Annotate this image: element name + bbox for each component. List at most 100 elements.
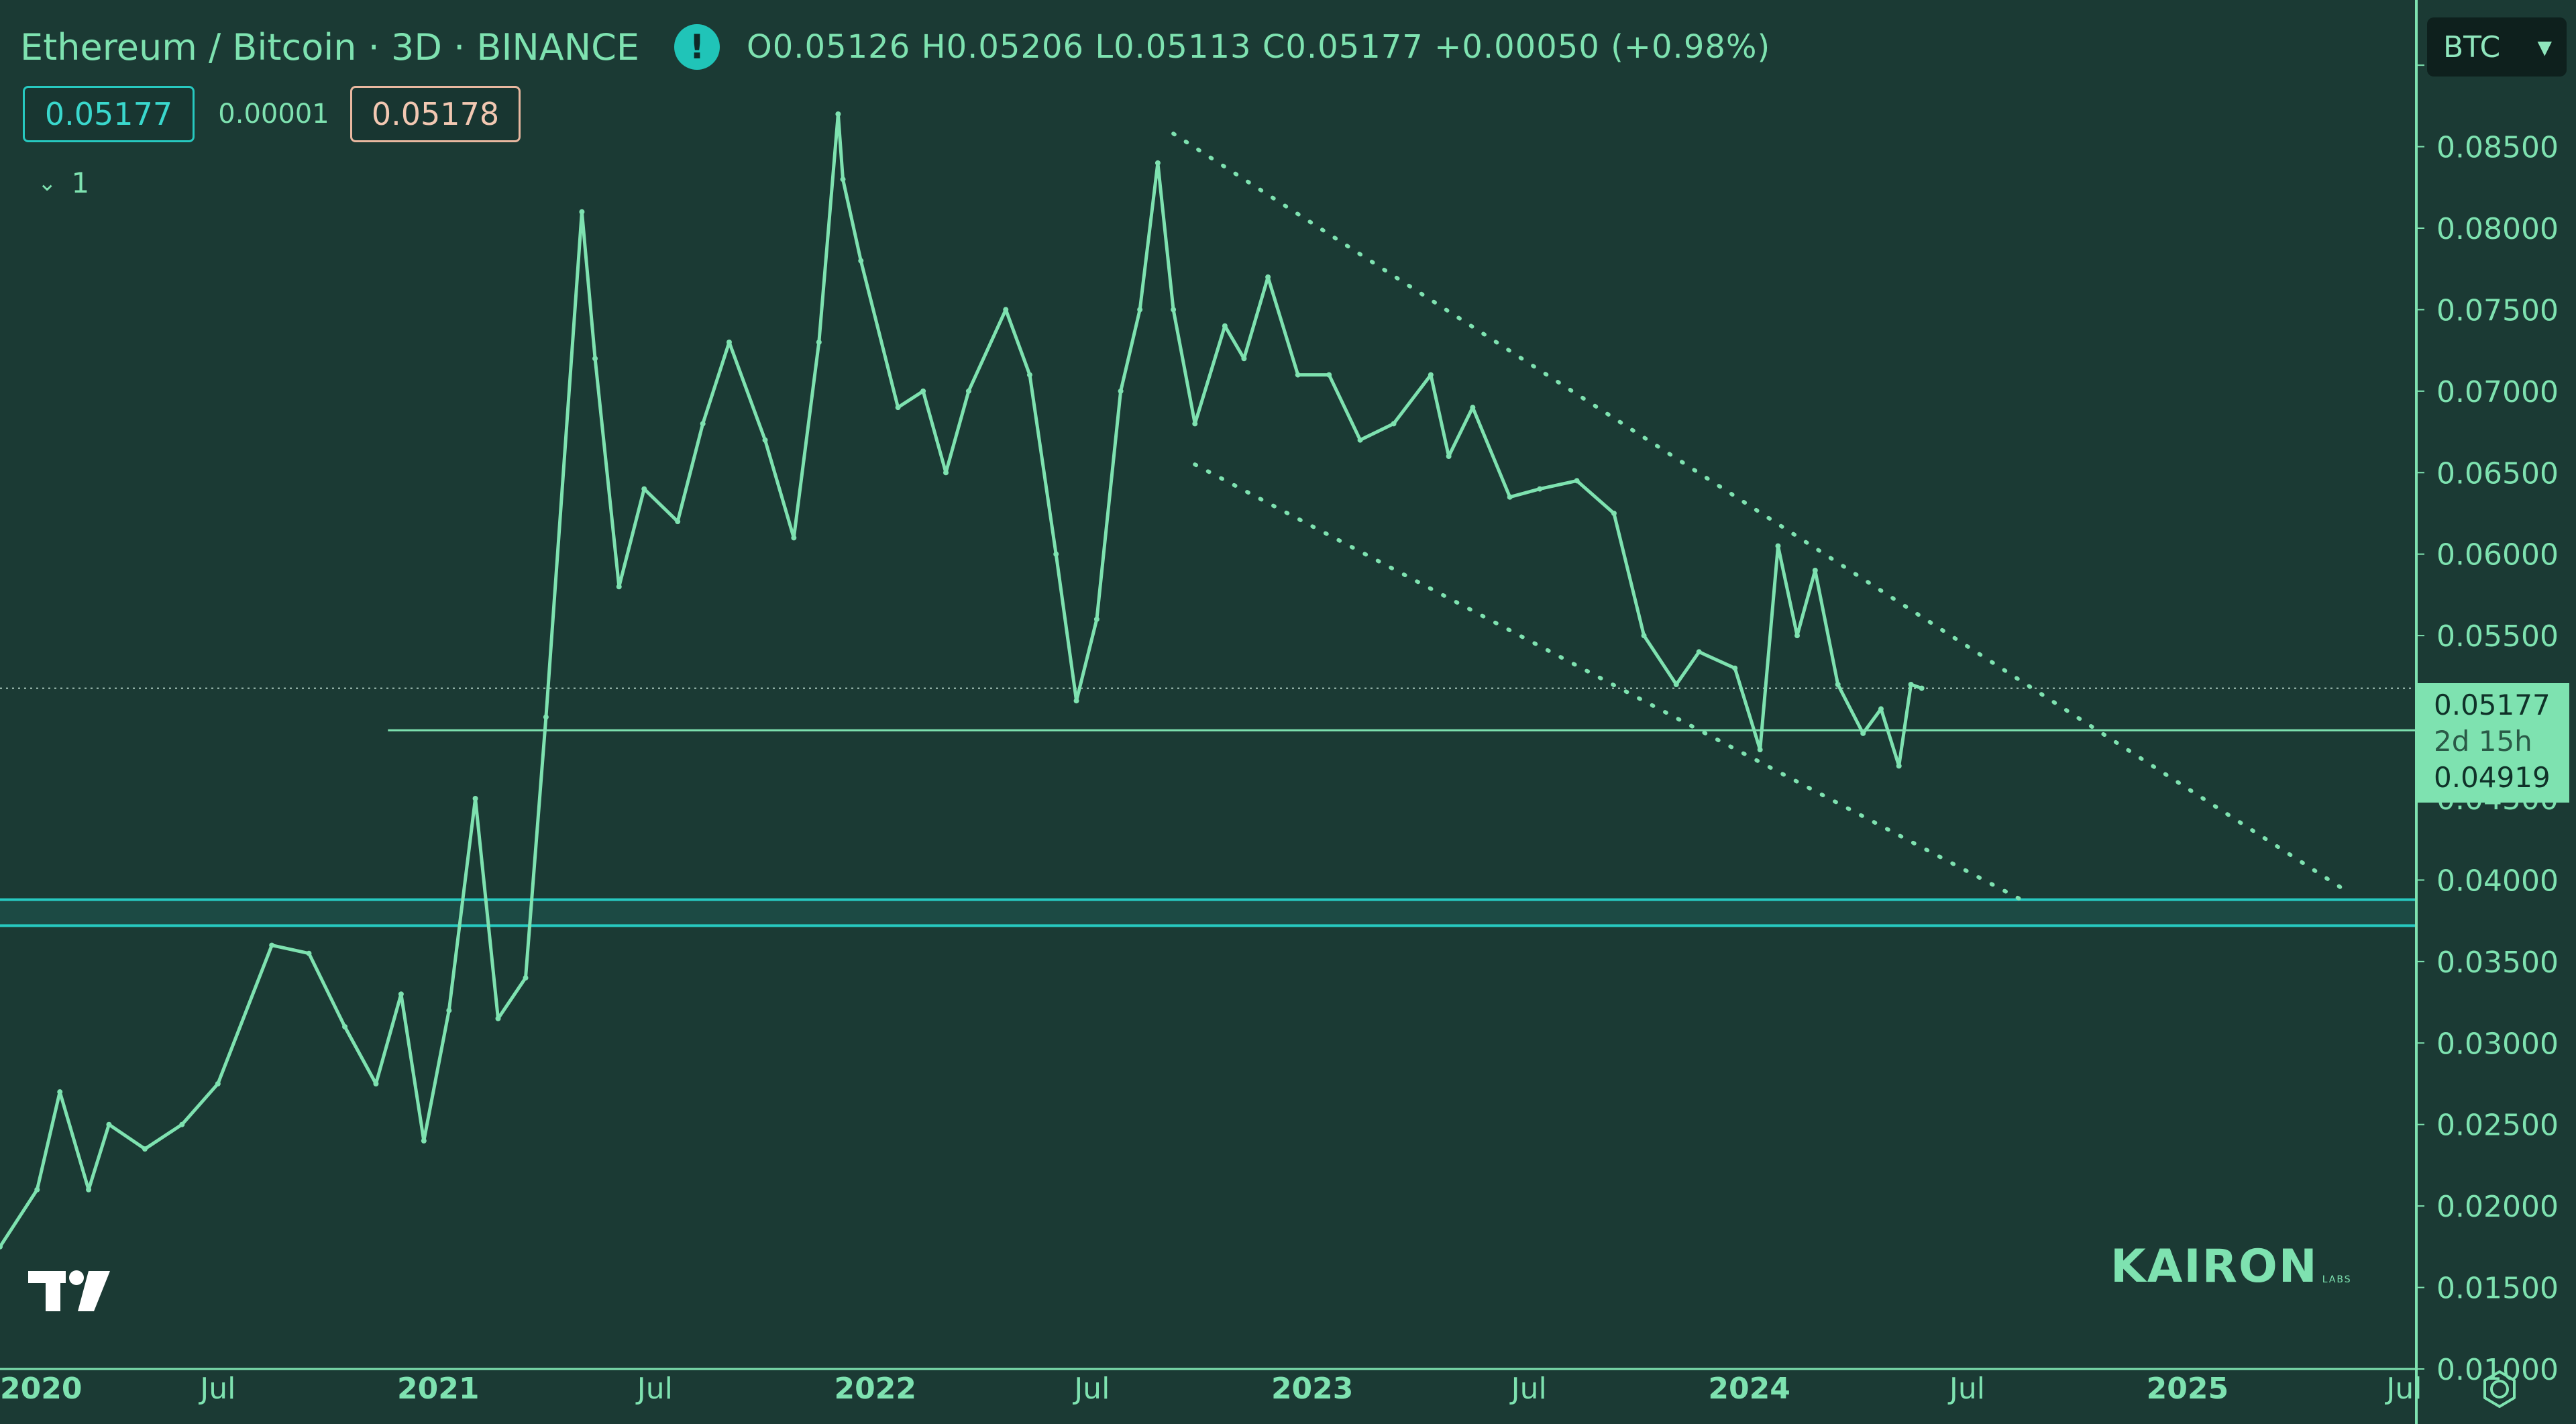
price-point: [1673, 682, 1679, 687]
x-tick-label: 2021: [397, 1372, 479, 1406]
price-point: [398, 991, 404, 997]
price-point: [1026, 372, 1032, 378]
support-band[interactable]: [0, 899, 2415, 926]
price-point: [342, 1024, 348, 1029]
price-point: [840, 176, 846, 183]
y-tick-label: 0.02000: [2436, 1190, 2559, 1224]
x-tick-label: Jul: [635, 1372, 673, 1406]
price-point: [1908, 682, 1914, 687]
price-point: [179, 1121, 185, 1127]
y-tick-label: 0.03500: [2436, 946, 2559, 980]
price-point: [943, 470, 949, 476]
y-tick-label: 0.01500: [2436, 1272, 2559, 1306]
bar-countdown: 2d 15h: [2434, 725, 2532, 758]
price-point: [1794, 633, 1801, 639]
price-point: [1696, 649, 1702, 655]
indicator-layer-toggle[interactable]: ⌄ 1: [38, 166, 89, 199]
price-point: [1896, 763, 1902, 769]
x-tick-label: Jul: [2384, 1372, 2422, 1406]
price-point: [700, 421, 706, 427]
price-point: [472, 796, 478, 801]
price-point: [0, 1243, 3, 1250]
y-tick-label: 0.07500: [2436, 293, 2559, 327]
x-tick-label: 2022: [834, 1372, 916, 1406]
ohlc-values: O0.05126 H0.05206 L0.05113 C0.05177 +0.0…: [746, 28, 1771, 66]
price-point: [1222, 323, 1228, 329]
x-tick-label: Jul: [1947, 1372, 1985, 1406]
sell-price-button[interactable]: 0.05177: [23, 86, 195, 142]
layer-count: 1: [71, 166, 90, 199]
price-point: [1073, 698, 1079, 704]
spread-value: 0.00001: [218, 99, 329, 130]
logo-subtext: LABS: [2322, 1274, 2352, 1285]
price-point: [1641, 633, 1647, 639]
price-point: [762, 437, 768, 443]
x-tick-label: Jul: [198, 1372, 235, 1406]
price-point: [1537, 486, 1543, 492]
price-point: [1812, 568, 1818, 573]
price-point: [1428, 372, 1434, 378]
buy-price-button[interactable]: 0.05178: [350, 86, 521, 142]
price-point: [373, 1081, 379, 1086]
y-tick-label: 0.04000: [2436, 864, 2559, 898]
price-point: [57, 1089, 63, 1095]
price-point: [1192, 421, 1198, 427]
price-point: [579, 209, 585, 215]
x-tick-label: Jul: [1509, 1372, 1547, 1406]
currency-button[interactable]: BTC ▼: [2427, 17, 2567, 77]
price-point: [616, 584, 622, 590]
channel-upper-trendline[interactable]: [1171, 132, 2345, 891]
price-point: [1446, 454, 1452, 459]
x-tick-label: 2020: [0, 1372, 82, 1406]
price-point: [1860, 730, 1866, 736]
price-point: [1265, 274, 1271, 280]
gear-icon[interactable]: [2479, 1369, 2520, 1409]
price-point: [1775, 543, 1781, 549]
price-point: [495, 1015, 501, 1021]
y-tick-label: 0.05500: [2436, 619, 2559, 654]
price-series-line: [0, 112, 1923, 1248]
price-point: [1241, 356, 1247, 362]
plot-area: [0, 0, 2415, 1369]
last-price-tag: 0.05177 2d 15h 0.04919: [2416, 683, 2569, 803]
price-point: [1507, 494, 1513, 500]
price-point: [1326, 372, 1332, 378]
price-point: [1171, 307, 1177, 313]
tradingview-logo-icon[interactable]: [28, 1267, 111, 1314]
price-point: [1611, 511, 1617, 516]
price-point: [306, 950, 312, 956]
level-price-value: 0.04919: [2434, 761, 2551, 794]
price-point: [34, 1186, 40, 1192]
price-point: [1053, 551, 1059, 557]
price-point: [858, 258, 864, 264]
y-tick-label: 0.08500: [2436, 131, 2559, 165]
currency-label: BTC: [2443, 30, 2501, 64]
y-tick-label: 0.07000: [2436, 375, 2559, 409]
x-tick-label: 2025: [2147, 1372, 2229, 1406]
price-point: [1470, 405, 1476, 411]
caret-down-icon: ▼: [2537, 36, 2552, 58]
price-point: [1835, 682, 1841, 687]
price-point: [1574, 478, 1580, 484]
symbol-title[interactable]: Ethereum / Bitcoin · 3D · BINANCE: [20, 26, 639, 68]
alert-icon[interactable]: !: [674, 24, 720, 70]
price-point: [1357, 437, 1363, 443]
price-point: [726, 340, 732, 345]
price-point: [523, 975, 529, 981]
price-point: [142, 1146, 148, 1152]
price-point: [1757, 747, 1763, 753]
chart-header: Ethereum / Bitcoin · 3D · BINANCE ! O0.0…: [20, 20, 1770, 74]
price-point: [1155, 160, 1161, 166]
chevron-down-icon: ⌄: [38, 169, 57, 197]
price-point: [543, 714, 549, 720]
price-point: [269, 942, 275, 948]
x-tick-label: Jul: [1072, 1372, 1110, 1406]
price-point: [106, 1121, 112, 1127]
price-point: [835, 111, 841, 117]
price-point: [446, 1007, 452, 1013]
y-tick-label: 0.02500: [2436, 1109, 2559, 1143]
price-point: [920, 388, 926, 394]
price-point: [675, 519, 681, 525]
last-price-value: 0.05177: [2434, 689, 2551, 721]
